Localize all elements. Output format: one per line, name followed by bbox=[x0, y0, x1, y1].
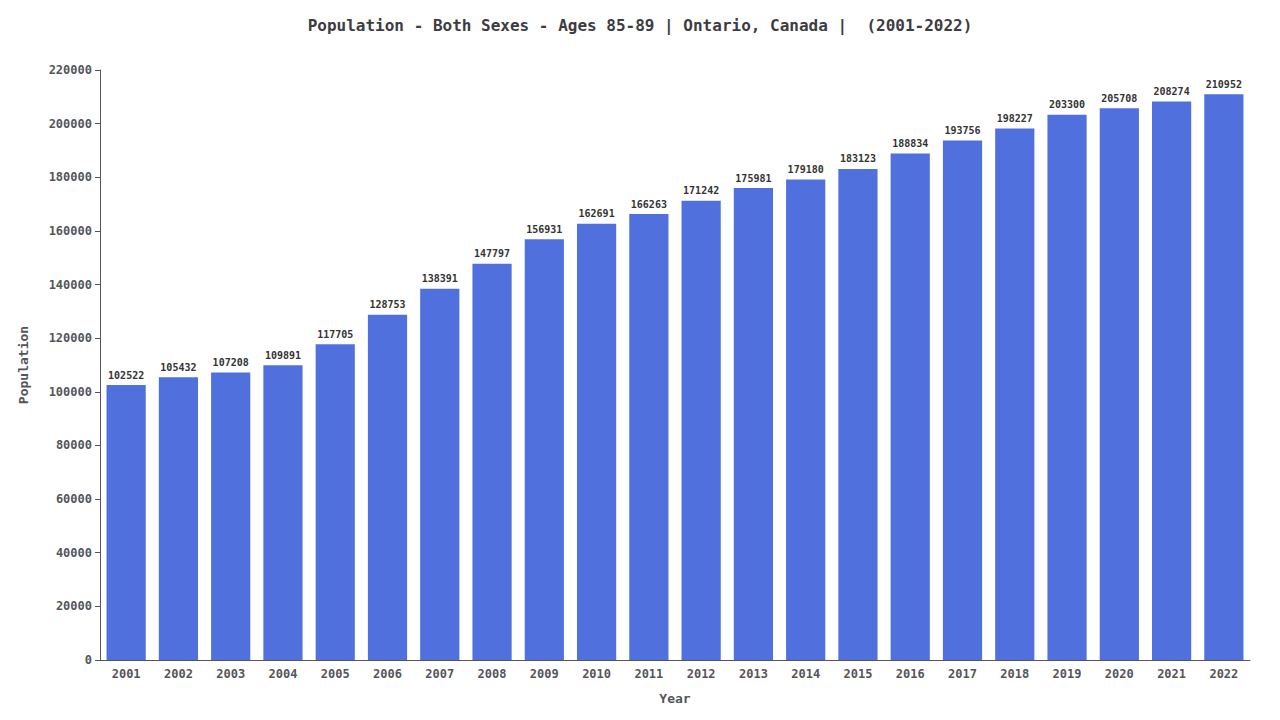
svg-text:Population: Population bbox=[16, 326, 31, 404]
svg-text:Year: Year bbox=[659, 691, 690, 706]
svg-text:2011: 2011 bbox=[634, 667, 663, 681]
svg-text:140000: 140000 bbox=[49, 278, 92, 292]
svg-text:179180: 179180 bbox=[788, 164, 824, 175]
svg-text:156931: 156931 bbox=[526, 224, 562, 235]
svg-text:2016: 2016 bbox=[896, 667, 925, 681]
svg-text:210952: 210952 bbox=[1206, 79, 1242, 90]
svg-text:2013: 2013 bbox=[739, 667, 768, 681]
svg-text:171242: 171242 bbox=[683, 185, 719, 196]
svg-text:183123: 183123 bbox=[840, 153, 876, 164]
svg-text:102522: 102522 bbox=[108, 370, 144, 381]
svg-text:2021: 2021 bbox=[1157, 667, 1186, 681]
svg-text:175981: 175981 bbox=[735, 173, 771, 184]
svg-text:128753: 128753 bbox=[369, 299, 405, 310]
svg-text:Population - Both Sexes - Ages: Population - Both Sexes - Ages 85-89 | O… bbox=[308, 16, 973, 36]
svg-text:220000: 220000 bbox=[49, 63, 92, 77]
svg-text:180000: 180000 bbox=[49, 170, 92, 184]
svg-text:2005: 2005 bbox=[321, 667, 350, 681]
svg-text:2017: 2017 bbox=[948, 667, 977, 681]
svg-text:2007: 2007 bbox=[425, 667, 454, 681]
svg-text:162691: 162691 bbox=[579, 208, 615, 219]
svg-text:60000: 60000 bbox=[56, 492, 92, 506]
svg-text:147797: 147797 bbox=[474, 248, 510, 259]
svg-text:2014: 2014 bbox=[791, 667, 820, 681]
svg-text:117705: 117705 bbox=[317, 329, 353, 340]
svg-text:2015: 2015 bbox=[844, 667, 873, 681]
svg-text:160000: 160000 bbox=[49, 224, 92, 238]
svg-text:2020: 2020 bbox=[1105, 667, 1134, 681]
svg-text:107208: 107208 bbox=[213, 357, 249, 368]
svg-text:2009: 2009 bbox=[530, 667, 559, 681]
svg-text:208274: 208274 bbox=[1154, 86, 1190, 97]
svg-text:20000: 20000 bbox=[56, 599, 92, 613]
svg-text:105432: 105432 bbox=[160, 362, 196, 373]
svg-text:198227: 198227 bbox=[997, 113, 1033, 124]
svg-text:100000: 100000 bbox=[49, 385, 92, 399]
svg-text:2022: 2022 bbox=[1209, 667, 1238, 681]
svg-text:0: 0 bbox=[85, 653, 92, 667]
svg-text:188834: 188834 bbox=[892, 138, 928, 149]
svg-text:109891: 109891 bbox=[265, 350, 301, 361]
svg-text:2019: 2019 bbox=[1053, 667, 1082, 681]
svg-text:203300: 203300 bbox=[1049, 99, 1085, 110]
svg-text:138391: 138391 bbox=[422, 273, 458, 284]
svg-text:2018: 2018 bbox=[1000, 667, 1029, 681]
svg-text:200000: 200000 bbox=[49, 117, 92, 131]
svg-text:2012: 2012 bbox=[687, 667, 716, 681]
svg-text:80000: 80000 bbox=[56, 438, 92, 452]
svg-text:2004: 2004 bbox=[269, 667, 298, 681]
svg-text:40000: 40000 bbox=[56, 546, 92, 560]
svg-text:120000: 120000 bbox=[49, 331, 92, 345]
svg-text:2001: 2001 bbox=[112, 667, 141, 681]
svg-text:2002: 2002 bbox=[164, 667, 193, 681]
svg-text:2006: 2006 bbox=[373, 667, 402, 681]
svg-text:2003: 2003 bbox=[216, 667, 245, 681]
svg-text:166263: 166263 bbox=[631, 199, 667, 210]
svg-text:2008: 2008 bbox=[478, 667, 507, 681]
svg-text:2010: 2010 bbox=[582, 667, 611, 681]
svg-text:193756: 193756 bbox=[944, 125, 980, 136]
svg-text:205708: 205708 bbox=[1101, 93, 1137, 104]
